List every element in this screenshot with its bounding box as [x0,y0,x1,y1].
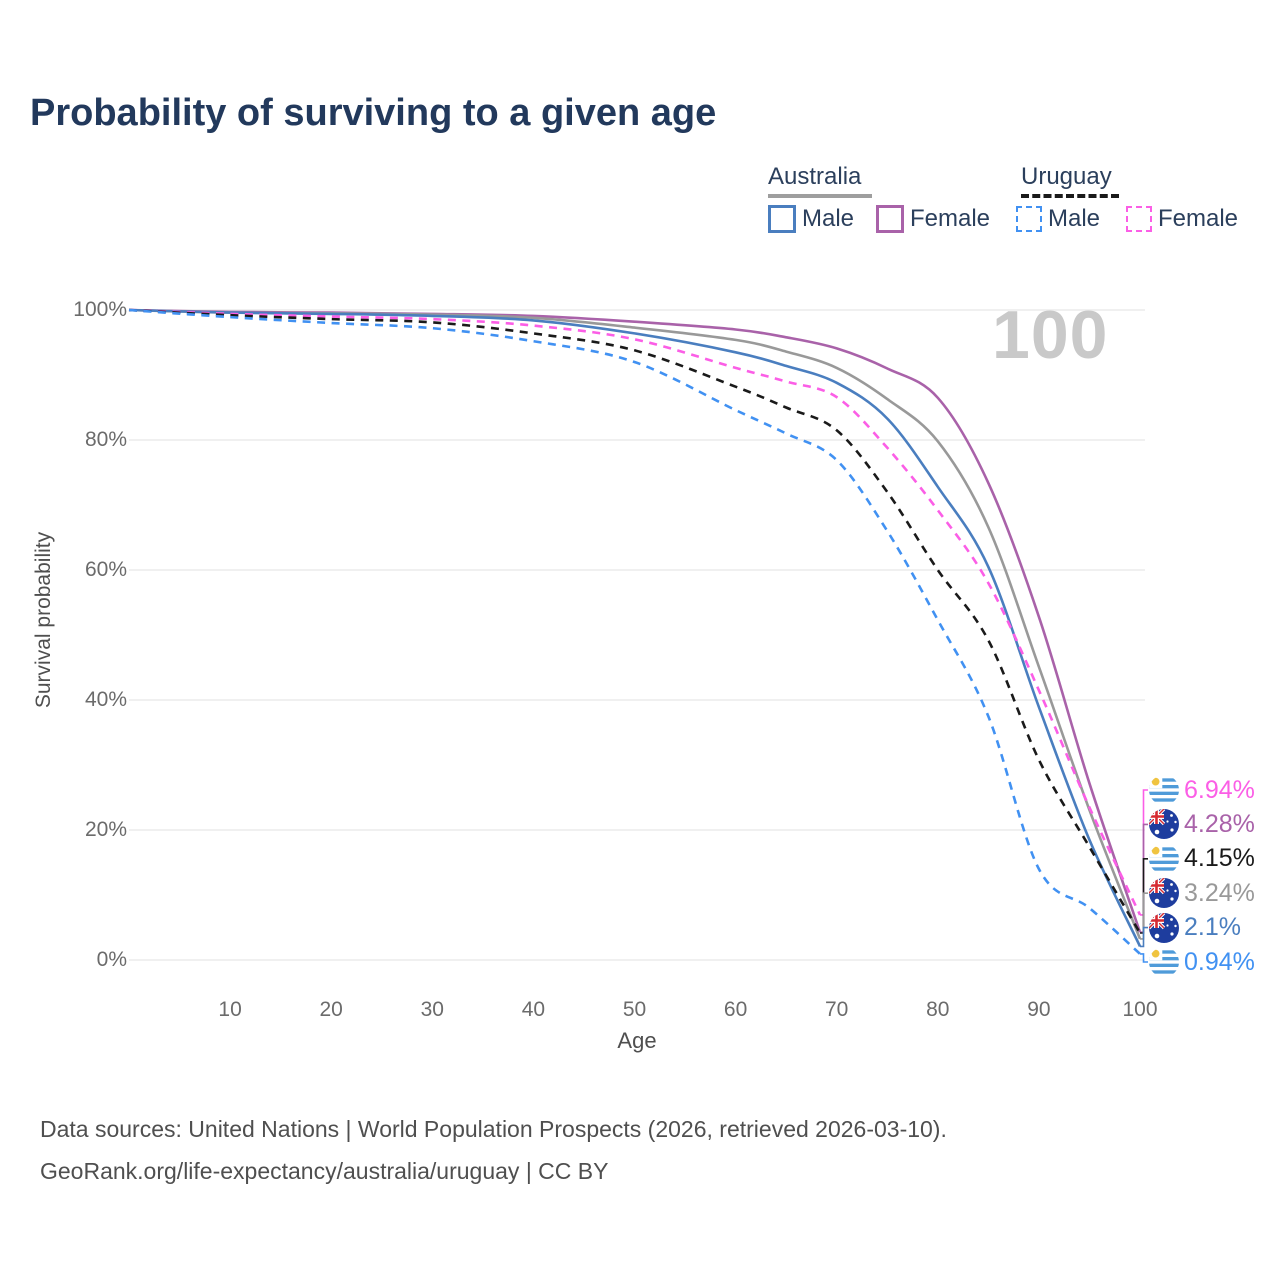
legend-label-australia-male: Male [802,205,855,232]
end-value-australia-both: 3.24% [1184,878,1255,907]
x-tick-label: 70 [825,998,849,1021]
x-tick-label: 10 [218,998,242,1021]
y-tick-label: 60% [84,558,127,581]
connector-australia-both [1140,892,1148,940]
legend-item-australia-male[interactable]: Male [768,205,854,233]
end-label-australia-male: 2.1% [1149,912,1241,943]
curve-uruguay-both [128,308,1142,934]
legend-swatch-uruguay-male [1016,206,1042,232]
footer-sources: Data sources: United Nations | World Pop… [40,1116,947,1142]
y-tick-label: 20% [84,818,127,841]
curve-australia-male [128,308,1142,947]
end-label-uruguay-female: 6.94% [1149,775,1255,805]
x-tick-label: 90 [1027,998,1051,1021]
end-label-uruguay-both: 4.15% [1149,843,1255,874]
y-tick-label: 80% [84,428,127,451]
curve-uruguay-female [128,308,1142,916]
end-label-connectors [1140,789,1148,963]
legend-label-uruguay-male: Male [1048,205,1101,232]
australia-flag-icon [1149,912,1179,943]
x-tick-label: 60 [723,998,748,1021]
y-tick-label: 0% [96,948,127,971]
curve-australia-female [128,308,1142,933]
end-value-australia-female: 4.28% [1184,809,1255,838]
legend-group-uruguay: Uruguay [1021,163,1112,190]
australia-flag-icon [1149,878,1179,909]
legend-swatch-australia-male [768,205,796,233]
end-value-australia-male: 2.1% [1184,913,1241,942]
legend-item-australia-female[interactable]: Female [876,205,990,233]
legend-swatch-australia-female [876,205,904,233]
x-axis-title: Age [617,1028,657,1053]
legend: Australia Male Female Uruguay Male Femal… [0,163,1280,243]
x-tick-label: 20 [319,998,343,1021]
x-tick-label: 40 [521,998,546,1021]
footer-link: GeoRank.org/life-expectancy/australia/ur… [40,1158,609,1184]
curve-australia-both [128,308,1142,940]
footer: Data sources: United Nations | World Pop… [40,1108,947,1192]
legend-swatch-uruguay-female [1126,206,1152,232]
legend-item-uruguay-male[interactable]: Male [1016,205,1100,233]
page-title: Probability of surviving to a given age [30,92,717,134]
y-tick-label: 40% [84,688,127,711]
australia-flag-icon [1149,809,1179,840]
legend-item-uruguay-female[interactable]: Female [1126,205,1238,233]
end-label-australia-female: 4.28% [1149,809,1255,840]
legend-label-australia-female: Female [910,205,991,232]
legend-underline-uruguay [1021,194,1119,198]
uruguay-flag-icon [1149,843,1179,874]
end-value-uruguay-female: 6.94% [1184,775,1255,804]
connector-uruguay-male [1140,953,1148,963]
gridlines [129,309,1145,961]
end-value-uruguay-both: 4.15% [1184,844,1255,873]
x-tick-label: 50 [622,998,647,1021]
end-label-uruguay-male: 0.94% [1149,947,1255,977]
curve-uruguay-male [128,308,1141,955]
x-tick-label: 80 [926,998,950,1021]
connector-australia-male [1140,926,1148,948]
legend-group-australia: Australia [768,163,862,190]
uruguay-flag-icon [1149,947,1179,977]
legend-underline-australia [768,194,872,198]
legend-label-uruguay-female: Female [1158,205,1239,232]
x-tick-label: 30 [420,998,444,1021]
uruguay-flag-icon [1149,775,1179,805]
x-tick-label: 100 [1122,998,1158,1021]
y-tick-label: 100% [73,298,127,321]
end-value-uruguay-male: 0.94% [1184,947,1255,976]
end-label-australia-both: 3.24% [1149,878,1255,909]
survival-curves [128,308,1142,955]
